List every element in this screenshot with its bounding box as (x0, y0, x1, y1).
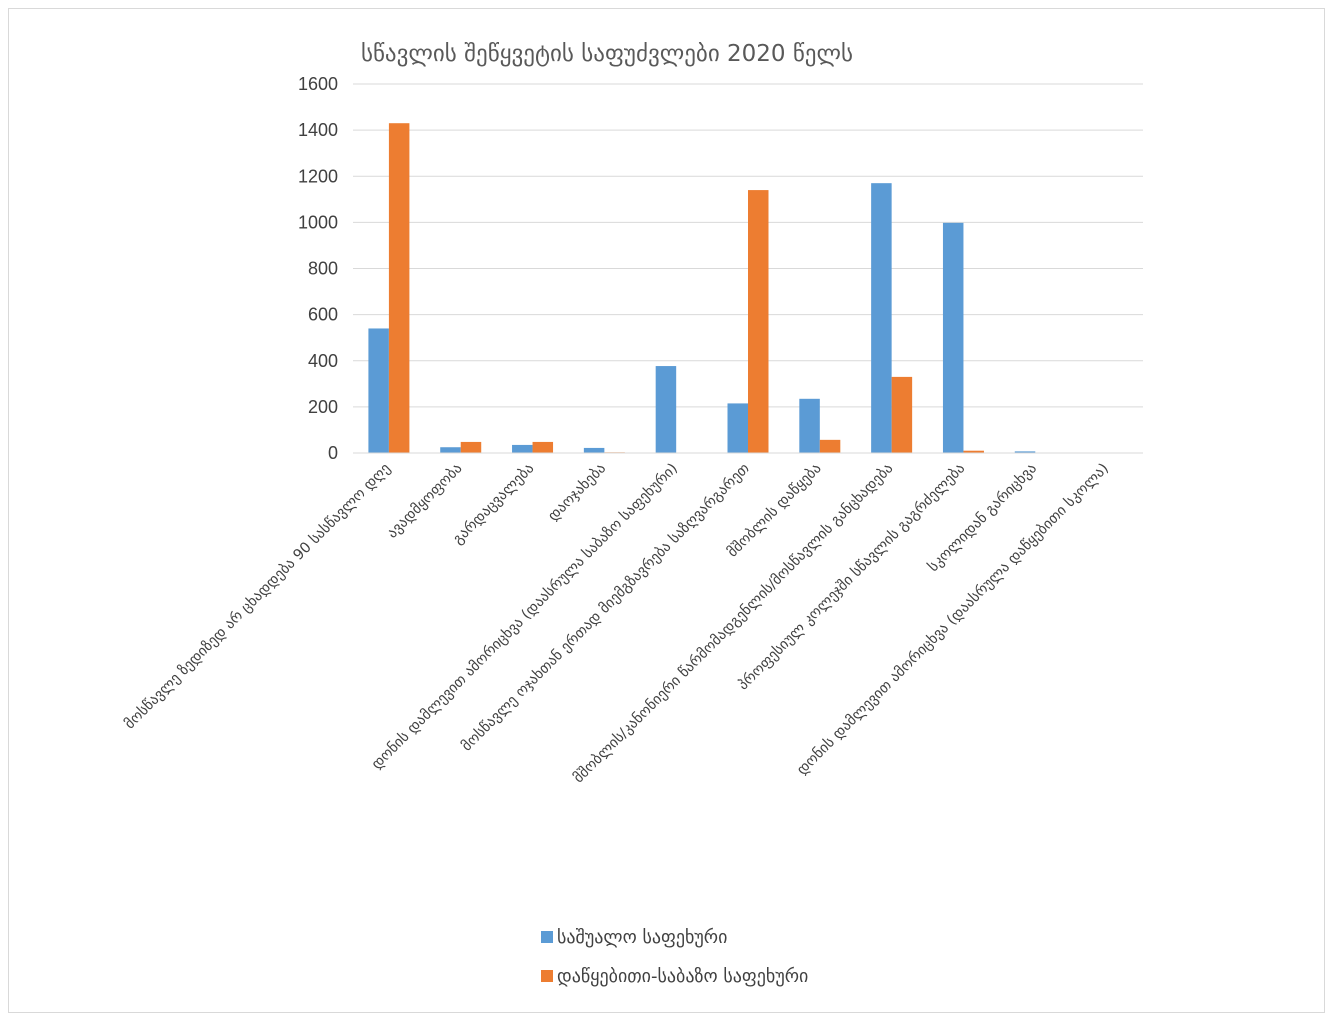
bar-series-1 (368, 328, 389, 453)
y-tick-label: 800 (308, 259, 338, 279)
bar-series-2 (963, 450, 984, 453)
bar-series-1 (727, 403, 748, 453)
y-tick-label: 600 (308, 305, 338, 325)
y-tick-label: 1600 (298, 74, 338, 94)
bar-chart: სწავლის შეწყვეტის საფუძვლები 2020 წელს 0… (121, 41, 1143, 987)
bar-series-1 (871, 183, 892, 453)
chart-title: სწავლის შეწყვეტის საფუძვლები 2020 წელს (361, 41, 853, 67)
bar-series-2 (891, 376, 913, 453)
bar-series-1 (440, 447, 461, 453)
y-tick-label: 400 (308, 351, 338, 371)
y-tick-label: 200 (308, 397, 338, 417)
bar-series-1 (942, 222, 964, 453)
y-tick-label: 0 (328, 443, 338, 463)
bar-series-1 (655, 366, 677, 453)
legend: საშუალო საფეხური დაწყებითი-საბაზო საფეხურ… (541, 927, 808, 987)
legend-swatch (541, 931, 553, 943)
chart-frame: სწავლის შეწყვეტის საფუძვლები 2020 წელს 0… (8, 8, 1325, 1013)
bar-series-2 (532, 441, 554, 453)
y-tick-label: 1000 (298, 212, 338, 232)
y-tick-label: 1200 (298, 166, 338, 186)
legend-swatch (541, 970, 553, 982)
x-category-label: მშობლის/კანონიერი წარმომადგენლის/მოსწავლ… (570, 460, 897, 787)
y-axis-tick-labels: 0 200 400 600 800 1000 1200 1400 1600 (298, 74, 338, 463)
bar-series-1 (799, 398, 820, 453)
x-category-label: მოსწავლე ზედიზედ არ ცხადდება 90 სასწავლო… (121, 460, 394, 733)
bar-series-1 (583, 447, 605, 453)
legend-label: დაწყებითი-საბაზო საფეხური (557, 966, 808, 987)
bar-series-2 (748, 190, 769, 453)
legend-label: საშუალო საფეხური (557, 927, 727, 948)
bar-series-1 (512, 444, 533, 453)
bars (368, 123, 1036, 454)
bar-series-2 (819, 439, 841, 453)
x-category-label: დაოჯახება (545, 461, 609, 525)
bar-series-1 (1014, 451, 1036, 453)
y-tick-label: 1400 (298, 120, 338, 140)
x-category-label: ავადმყოფობა (384, 461, 465, 542)
x-axis-category-labels: მოსწავლე ზედიზედ არ ცხადდება 90 სასწავლო… (121, 460, 1112, 787)
bar-series-2 (460, 441, 482, 453)
bar-series-2 (388, 123, 410, 454)
